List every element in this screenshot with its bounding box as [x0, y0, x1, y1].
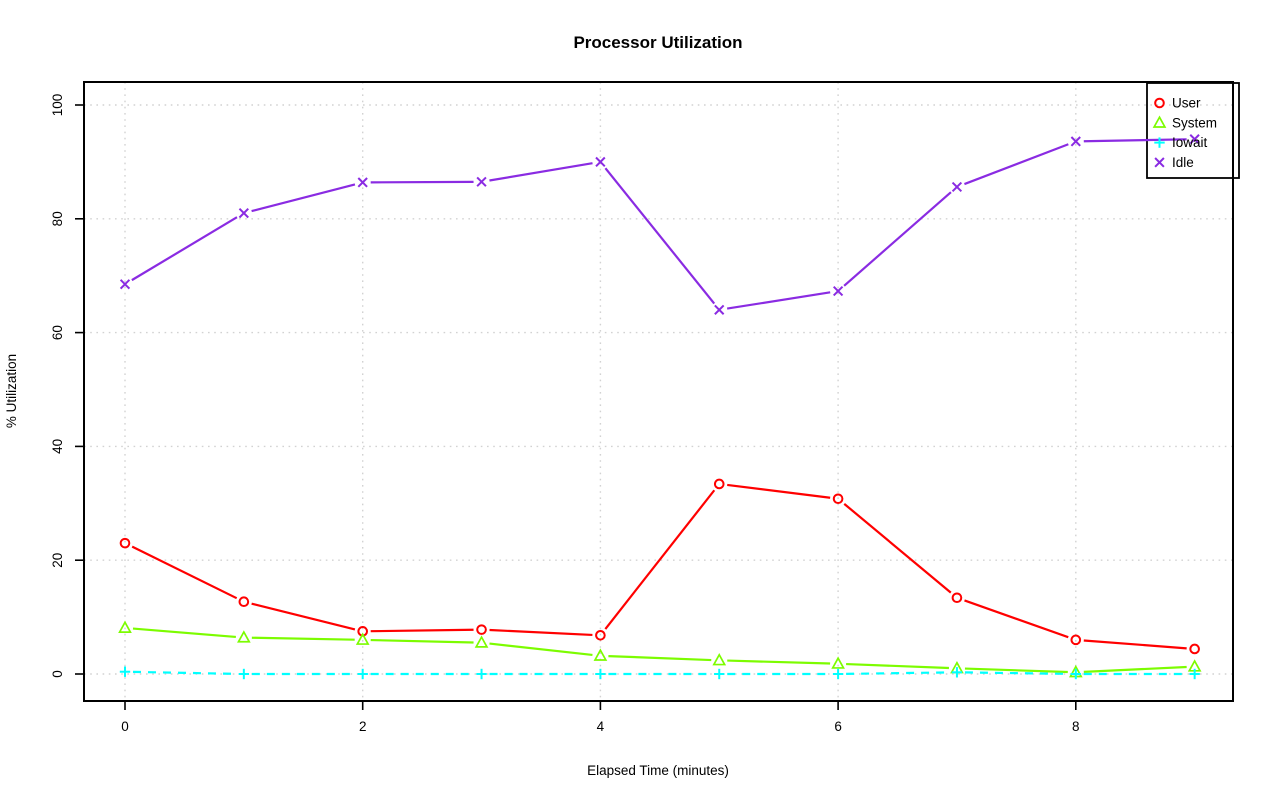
series-user-line: [604, 489, 716, 630]
series-user-line: [843, 503, 952, 594]
x-tick-label: 6: [834, 719, 842, 734]
legend-marker-user: [1154, 97, 1165, 109]
legend-label-user: User: [1172, 96, 1201, 111]
series-system-line: [846, 662, 949, 670]
series-system-line: [132, 627, 236, 639]
series-idle-marker: [1070, 136, 1081, 147]
series-user-line: [964, 599, 1069, 639]
series-iowait-line: [846, 671, 949, 675]
y-tick-label: 40: [50, 439, 65, 454]
series-user-line: [1083, 639, 1187, 650]
series-idle-marker: [595, 156, 606, 168]
x-tick-label: 4: [597, 719, 605, 734]
series-system-line: [251, 636, 355, 641]
x-tick-label: 0: [121, 719, 129, 734]
chart-title: Processor Utilization: [573, 33, 742, 52]
y-tick-label: 60: [50, 325, 65, 340]
legend-label-idle: Idle: [1172, 155, 1194, 170]
series-iowait-line: [132, 670, 236, 675]
series-user-marker: [713, 478, 725, 490]
series-system-marker: [593, 648, 608, 661]
series-system-marker: [118, 620, 132, 633]
series-idle-line: [726, 291, 831, 310]
series-idle-line: [251, 183, 356, 213]
y-tick-label: 100: [50, 94, 65, 117]
series-user-marker: [1189, 643, 1200, 655]
series-idle-line: [131, 216, 238, 282]
plot-border: [83, 81, 1234, 702]
series-user-line: [489, 628, 593, 637]
legend-label-system: System: [1172, 115, 1217, 130]
series-user-line: [251, 602, 356, 631]
series-idle-marker: [357, 177, 368, 188]
series-system-line: [727, 659, 831, 665]
x-tick-label: 2: [359, 719, 367, 734]
series-idle-marker: [832, 285, 844, 297]
series-idle-line: [604, 167, 716, 305]
series-idle-line: [964, 143, 1069, 186]
series-user-marker: [238, 596, 250, 608]
series-user-marker: [476, 624, 487, 635]
series-user-marker: [1070, 634, 1082, 646]
series-idle-line: [843, 191, 952, 287]
series-user-marker: [595, 630, 606, 641]
series-idle-marker: [238, 208, 249, 219]
series-user-line: [131, 545, 238, 600]
series-system-marker: [712, 652, 727, 666]
series-idle-marker: [714, 304, 725, 315]
legend-marker-idle: [1154, 157, 1165, 168]
series-idle-line: [1083, 138, 1187, 143]
series-system-line: [964, 667, 1068, 674]
legend-label-iowait: Iowait: [1172, 135, 1208, 150]
series-idle-marker: [119, 279, 131, 290]
series-system-marker: [355, 632, 370, 645]
series-system-marker: [237, 630, 251, 643]
series-system-line: [608, 654, 712, 662]
x-axis-title: Elapsed Time (minutes): [587, 763, 729, 778]
series-user-line: [370, 628, 474, 633]
x-tick-label: 8: [1072, 719, 1080, 734]
series-user-line: [727, 483, 831, 499]
y-tick-label: 0: [50, 670, 65, 678]
series-idle-marker: [476, 176, 487, 187]
series-user-marker: [119, 537, 131, 549]
series-iowait-line: [964, 671, 1068, 675]
series-system-marker: [831, 656, 845, 669]
y-tick-label: 80: [50, 211, 65, 226]
series-system-line: [370, 638, 474, 644]
series-system-line: [489, 642, 593, 657]
series-idle-line: [489, 162, 593, 182]
series-user-marker: [832, 493, 844, 505]
series-system-marker: [474, 635, 489, 648]
series-idle-marker: [951, 181, 963, 193]
y-tick-label: 20: [50, 553, 65, 568]
series-idle-marker: [1189, 134, 1200, 145]
series-system-line: [1083, 665, 1187, 674]
series-user-marker: [951, 592, 963, 604]
legend-marker-system: [1152, 115, 1167, 128]
y-axis-title: % Utilization: [4, 354, 19, 428]
